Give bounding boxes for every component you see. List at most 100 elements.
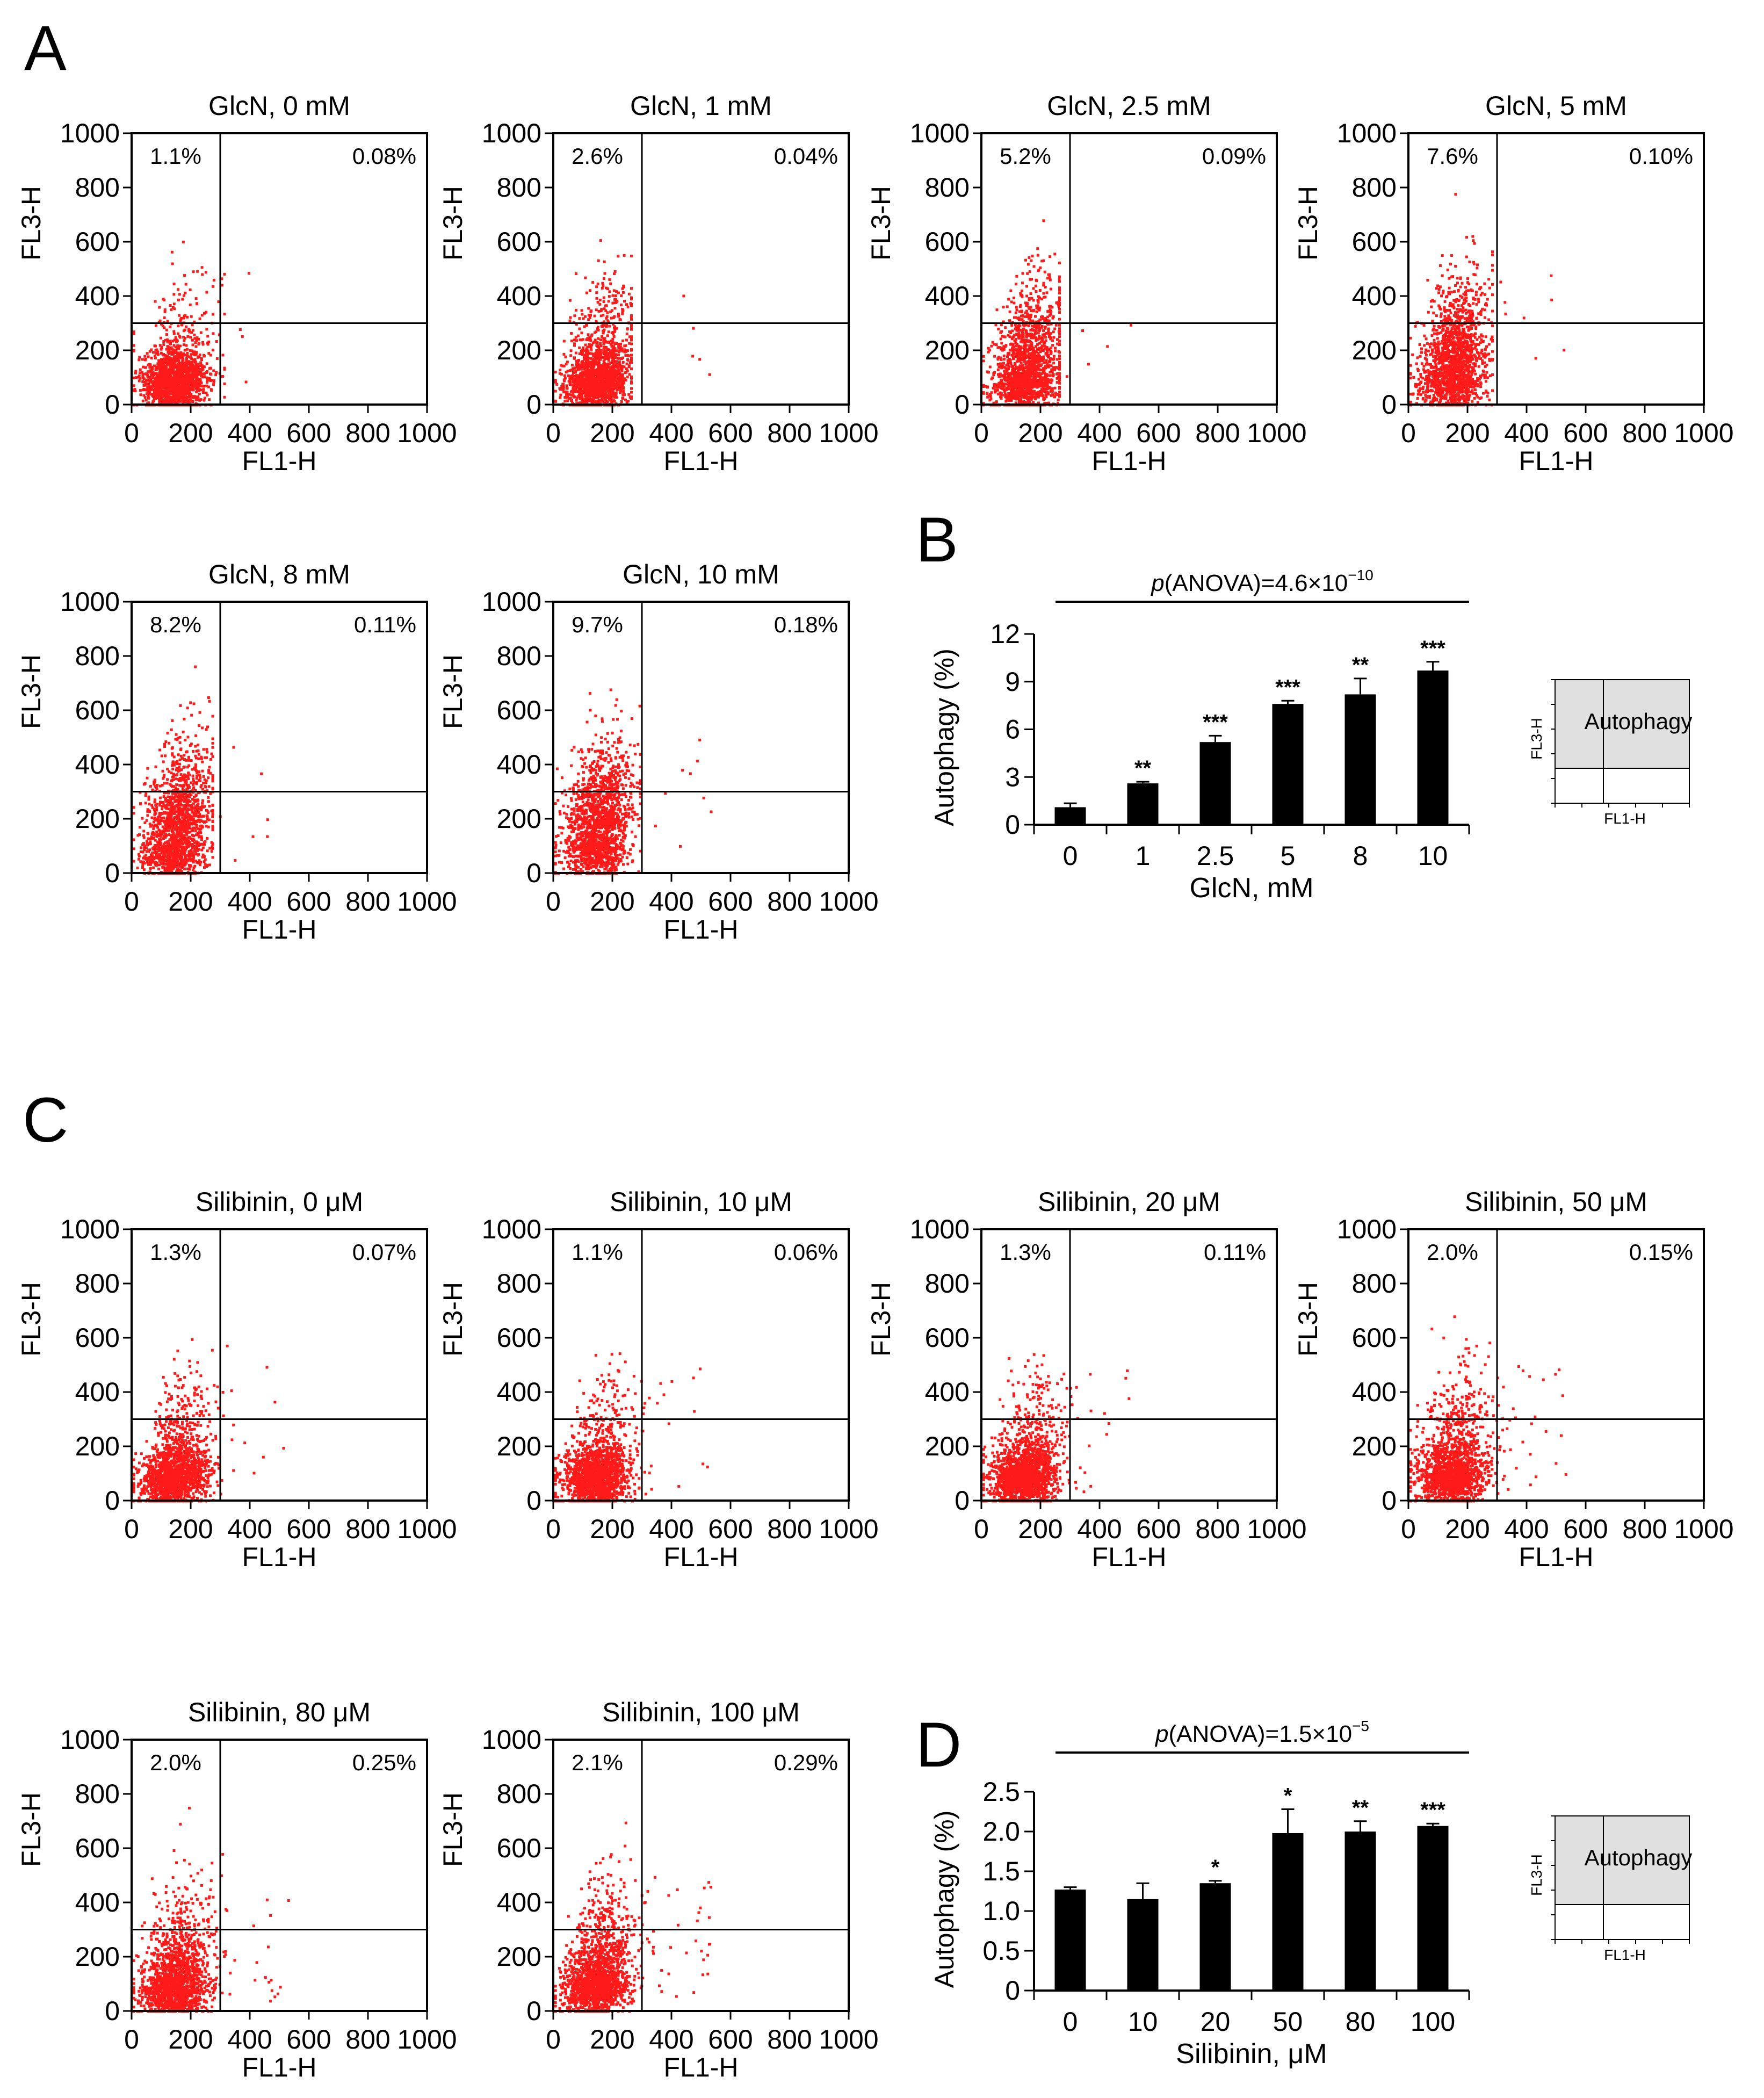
scatter-point (1020, 294, 1023, 297)
scatter-point (162, 343, 165, 346)
scatter-point (1017, 331, 1021, 334)
scatter-point (147, 355, 150, 358)
scatter-point (157, 359, 161, 362)
scatter-point (605, 363, 608, 366)
scatter-point (173, 364, 177, 367)
scatter-point (1042, 329, 1045, 333)
scatter-point (1011, 329, 1014, 333)
scatter-point (1003, 374, 1007, 378)
scatter-point (630, 315, 633, 319)
scatter-point (170, 353, 173, 356)
scatter-point (1040, 346, 1043, 349)
scatter-point (1010, 324, 1014, 327)
scatter-point (691, 355, 695, 358)
scatter-point (1007, 351, 1010, 355)
scatter-point (620, 347, 624, 350)
scatter-point (174, 402, 177, 405)
scatter-point (173, 370, 177, 373)
scatter-point (1044, 361, 1047, 364)
scatter-point (198, 317, 201, 320)
scatter-point (165, 362, 169, 365)
scatter-point (1039, 266, 1042, 269)
scatter-point (617, 357, 620, 360)
scatter-point (630, 348, 633, 351)
scatter-point (1026, 360, 1029, 363)
scatter-point (1037, 295, 1040, 298)
scatter-point (178, 369, 181, 372)
scatter-point (1031, 371, 1034, 374)
scatter-point (1055, 372, 1059, 376)
scatter-point (620, 366, 623, 370)
scatter-point (997, 373, 1000, 376)
scatter-point (191, 338, 194, 342)
scatter-point (575, 339, 579, 342)
scatter-point (1019, 399, 1022, 402)
scatter-point (603, 370, 606, 373)
scatter-point (1025, 365, 1028, 368)
scatter-point (605, 369, 609, 372)
y-tick-label: 800 (497, 172, 541, 203)
scatter-point (595, 308, 598, 312)
scatter-point (597, 368, 600, 371)
scatter-point (194, 398, 198, 401)
scatter-point (601, 335, 603, 338)
scatter-point (583, 373, 586, 376)
scatter-point (580, 396, 583, 399)
scatter-point (184, 354, 187, 357)
scatter-point (590, 394, 593, 398)
scatter-point (614, 353, 618, 356)
scatter-point (1010, 300, 1013, 304)
scatter-point (586, 350, 589, 354)
scatter-point (132, 377, 135, 379)
scatter-point (1014, 349, 1016, 352)
scatter-point (1036, 247, 1039, 250)
scatter-point (186, 373, 189, 376)
scatter-point (580, 373, 583, 377)
scatter-point (602, 342, 605, 345)
scatter-point (607, 362, 610, 365)
scatter-point (1012, 374, 1015, 377)
scatter-point (1046, 350, 1049, 354)
scatter-point (1011, 372, 1014, 375)
scatter-point (630, 255, 633, 257)
scatter-point (1001, 374, 1004, 377)
scatter-point (593, 388, 596, 392)
scatter-point (196, 367, 199, 370)
scatter-point (1050, 336, 1053, 340)
scatter-point (172, 293, 176, 296)
scatter-point (630, 298, 633, 301)
scatter-point (999, 331, 1002, 334)
scatter-point (142, 394, 146, 397)
scatter-point (594, 380, 597, 383)
scatter-point (1042, 385, 1045, 388)
scatter-point (1049, 374, 1052, 377)
scatter-point (1018, 377, 1022, 380)
scatter-point (1048, 335, 1051, 337)
scatter-point (1036, 254, 1039, 257)
scatter-point (203, 399, 206, 402)
scatter-point (578, 317, 581, 320)
scatter-point (617, 315, 620, 318)
scatter-point (567, 380, 570, 383)
scatter-point (1058, 366, 1061, 369)
scatter-point (588, 374, 591, 377)
scatter-point (194, 365, 198, 368)
scatter-point (630, 381, 633, 385)
scatter-point (1042, 390, 1045, 393)
scatter-point (1050, 381, 1053, 385)
scatter-point (602, 277, 605, 280)
scatter-point (169, 392, 172, 395)
scatter-point (1014, 367, 1017, 370)
scatter-point (1036, 325, 1039, 328)
scatter-point (154, 349, 157, 352)
scatter-point (1051, 316, 1054, 320)
scatter-point (1014, 392, 1017, 395)
scatter-point (1007, 365, 1010, 368)
scatter-point (147, 392, 150, 395)
scatter-point (1032, 347, 1035, 350)
scatter-point (158, 344, 162, 347)
scatter-point (1014, 337, 1017, 341)
scatter-point (1013, 301, 1016, 305)
scatter-point (606, 334, 609, 337)
scatter-point (613, 377, 617, 380)
